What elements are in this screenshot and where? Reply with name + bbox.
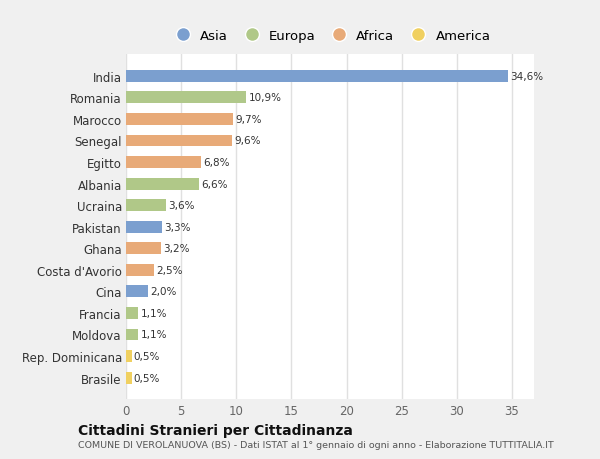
Text: 0,5%: 0,5% xyxy=(134,373,160,383)
Text: 9,6%: 9,6% xyxy=(234,136,260,146)
Legend: Asia, Europa, Africa, America: Asia, Europa, Africa, America xyxy=(167,27,493,45)
Bar xyxy=(126,157,201,168)
Text: COMUNE DI VEROLANUOVA (BS) - Dati ISTAT al 1° gennaio di ogni anno - Elaborazion: COMUNE DI VEROLANUOVA (BS) - Dati ISTAT … xyxy=(78,441,554,449)
Text: 6,8%: 6,8% xyxy=(203,158,230,168)
Bar xyxy=(126,243,161,255)
Bar xyxy=(126,178,199,190)
Bar xyxy=(126,92,246,104)
Text: 1,1%: 1,1% xyxy=(140,330,167,340)
Text: Cittadini Stranieri per Cittadinanza: Cittadini Stranieri per Cittadinanza xyxy=(78,423,353,437)
Text: 2,0%: 2,0% xyxy=(150,287,176,297)
Bar xyxy=(126,264,154,276)
Text: 0,5%: 0,5% xyxy=(134,351,160,361)
Text: 3,6%: 3,6% xyxy=(168,201,194,211)
Bar xyxy=(126,286,148,297)
Bar xyxy=(126,308,138,319)
Text: 3,3%: 3,3% xyxy=(164,222,191,232)
Text: 6,6%: 6,6% xyxy=(201,179,227,189)
Bar xyxy=(126,71,508,83)
Bar xyxy=(126,372,131,384)
Text: 3,2%: 3,2% xyxy=(163,244,190,254)
Bar xyxy=(126,350,131,362)
Text: 10,9%: 10,9% xyxy=(248,93,281,103)
Text: 34,6%: 34,6% xyxy=(510,72,543,82)
Text: 2,5%: 2,5% xyxy=(156,265,182,275)
Text: 9,7%: 9,7% xyxy=(235,115,262,125)
Bar xyxy=(126,221,163,233)
Bar xyxy=(126,135,232,147)
Bar xyxy=(126,329,138,341)
Text: 1,1%: 1,1% xyxy=(140,308,167,318)
Bar xyxy=(126,200,166,212)
Bar xyxy=(126,114,233,126)
